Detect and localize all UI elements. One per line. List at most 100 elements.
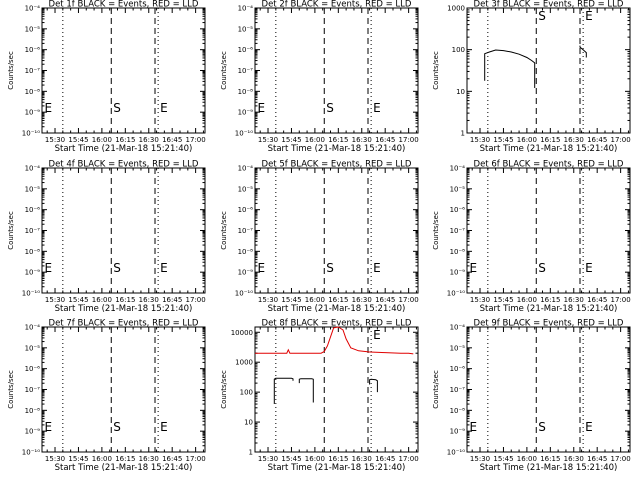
y-tick-label: 10⁻¹⁰ (22, 290, 40, 298)
y-tick-label: 10⁻⁴ (238, 5, 254, 13)
panel-title: Det 2f BLACK = Events, RED = LLD (262, 0, 412, 10)
x-tick-label: 16:45 (587, 136, 607, 144)
x-axis-label: Start Time (21-Mar-18 15:21:40) (268, 144, 406, 154)
y-tick-label: 10⁻¹⁰ (235, 130, 253, 138)
segment-marker-e: E (585, 261, 593, 275)
panel-det-7: Det 7f BLACK = Events, RED = LLD 10⁻¹⁰ 10⁻… (7, 319, 206, 474)
segment-marker-e: E (470, 261, 478, 275)
y-tick-label: 10⁻⁴ (450, 324, 466, 332)
y-tick-label: 10⁻⁹ (25, 269, 41, 277)
x-tick-label: 17:00 (186, 296, 206, 304)
x-tick-label: 16:30 (139, 296, 159, 304)
x-tick-label: 16:45 (375, 136, 395, 144)
x-tick-label: 15:30 (45, 455, 65, 463)
x-tick-label: 16:15 (540, 136, 560, 144)
segment-marker-e: E (585, 420, 593, 434)
y-tick-label: 100 (240, 389, 253, 397)
lld-series-line (255, 326, 414, 355)
x-tick-label: 16:15 (328, 455, 348, 463)
x-tick-label: 15:45 (281, 296, 301, 304)
segment-marker-s: S (113, 420, 121, 434)
x-tick-label: 16:30 (139, 455, 159, 463)
panel-det-1: Det 1f BLACK = Events, RED = LLD 10⁻¹⁰ 10⁻… (7, 0, 206, 154)
y-tick-label: 10⁻⁴ (25, 324, 41, 332)
panel-det-5: Det 5f BLACK = Events, RED = LLD 10⁻¹⁰ 10⁻… (220, 160, 419, 315)
segment-marker-s: S (538, 9, 546, 23)
y-tick-label: 10⁻⁸ (450, 407, 466, 415)
panel-det-4: Det 4f BLACK = Events, RED = LLD 10⁻¹⁰ 10⁻… (7, 160, 206, 315)
y-tick-label: 10⁻⁸ (450, 248, 466, 256)
x-tick-label: 16:15 (328, 296, 348, 304)
segment-marker-e: E (258, 261, 266, 275)
panel-title: Det 5f BLACK = Events, RED = LLD (262, 160, 412, 170)
x-tick-label: 15:45 (493, 136, 513, 144)
y-tick-label: 10⁻⁵ (25, 185, 41, 193)
x-tick-label: 16:30 (564, 296, 584, 304)
panel-title: Det 9f BLACK = Events, RED = LLD (474, 319, 624, 329)
segment-marker-s: S (538, 420, 546, 434)
y-tick-label: 1 (249, 449, 253, 457)
x-tick-label: 16:45 (587, 296, 607, 304)
y-tick-label: 10⁻¹⁰ (22, 449, 40, 457)
x-tick-label: 16:45 (162, 136, 182, 144)
x-tick-label: 17:00 (399, 296, 419, 304)
y-tick-label: 10⁻⁹ (25, 109, 41, 117)
plot-frame (466, 7, 631, 134)
y-axis-label: Counts/sec (432, 211, 440, 250)
x-tick-label: 15:45 (68, 296, 88, 304)
x-tick-label: 16:30 (139, 136, 159, 144)
x-tick-label: 15:45 (281, 455, 301, 463)
x-tick-label: 17:00 (186, 136, 206, 144)
y-tick-label: 10⁻⁶ (25, 206, 41, 214)
x-tick-label: 17:00 (399, 455, 419, 463)
x-tick-label: 15:45 (68, 136, 88, 144)
x-axis-label: Start Time (21-Mar-18 15:21:40) (480, 304, 618, 314)
y-tick-label: 10⁻¹⁰ (447, 449, 465, 457)
panel-title: Det 3f BLACK = Events, RED = LLD (474, 0, 624, 10)
x-axis-label: Start Time (21-Mar-18 15:21:40) (480, 463, 618, 473)
y-tick-label: 10⁻⁶ (238, 206, 254, 214)
segment-marker-e: E (45, 261, 53, 275)
x-tick-label: 15:30 (258, 296, 278, 304)
x-tick-label: 16:15 (540, 296, 560, 304)
y-tick-label: 10⁻⁵ (25, 344, 41, 352)
segment-marker-s: S (326, 101, 334, 115)
y-axis-label: Counts/sec (432, 370, 440, 409)
segment-marker-e: E (585, 9, 593, 23)
x-tick-label: 17:00 (186, 455, 206, 463)
panel-title: Det 1f BLACK = Events, RED = LLD (49, 0, 199, 10)
y-tick-label: 10⁻⁷ (238, 67, 254, 75)
y-tick-label: 10⁻⁵ (450, 344, 466, 352)
x-tick-label: 17:00 (611, 455, 631, 463)
x-tick-label: 16:00 (305, 296, 325, 304)
y-tick-label: 10⁻⁷ (450, 227, 466, 235)
segment-marker-s: S (113, 261, 121, 275)
y-tick-label: 10⁻⁵ (238, 25, 254, 33)
x-tick-label: 16:00 (92, 296, 112, 304)
y-axis-label: Counts/sec (220, 370, 228, 409)
x-tick-label: 16:15 (540, 455, 560, 463)
y-axis-label: Counts/sec (7, 211, 15, 250)
x-tick-label: 16:00 (305, 136, 325, 144)
x-axis-label: Start Time (21-Mar-18 15:21:40) (268, 463, 406, 473)
x-tick-label: 16:30 (352, 296, 372, 304)
y-tick-label: 10⁻⁷ (25, 227, 41, 235)
y-axis-label: Counts/sec (7, 51, 15, 90)
segment-marker-e: E (45, 101, 53, 115)
x-axis-label: Start Time (21-Mar-18 15:21:40) (268, 304, 406, 314)
y-tick-label: 10⁻⁹ (25, 428, 41, 436)
y-axis-label: Counts/sec (220, 211, 228, 250)
y-tick-label: 10⁻⁶ (25, 365, 41, 373)
y-tick-label: 10⁻⁵ (450, 185, 466, 193)
x-tick-label: 17:00 (611, 136, 631, 144)
y-tick-label: 10⁻⁵ (238, 185, 254, 193)
segment-marker-e: E (373, 328, 381, 342)
x-tick-label: 15:30 (45, 136, 65, 144)
y-tick-label: 10⁻⁹ (238, 269, 254, 277)
y-tick-label: 1000 (235, 359, 253, 367)
segment-marker-e: E (45, 420, 53, 434)
panel-det-8: Det 8f BLACK = Events, RED = LLD 1 10 100 10… (220, 319, 419, 474)
x-tick-label: 15:30 (470, 136, 490, 144)
